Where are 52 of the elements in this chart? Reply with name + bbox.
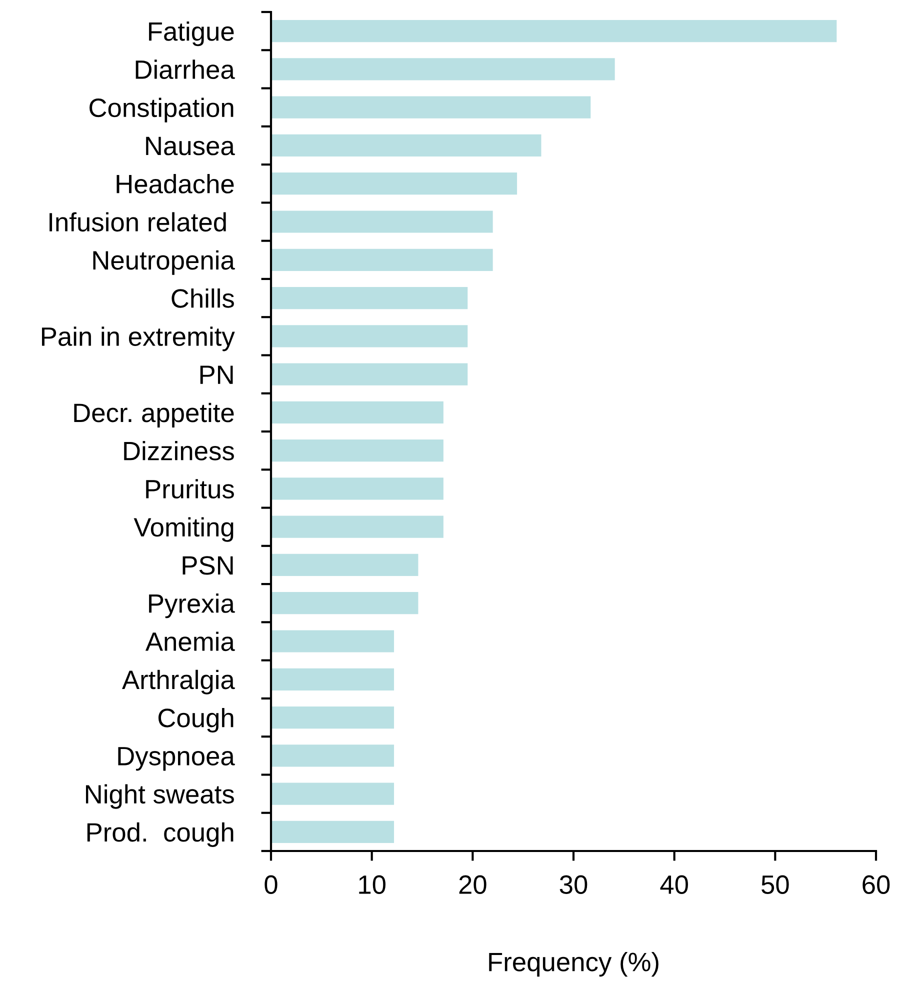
bar — [271, 286, 468, 310]
bar — [271, 706, 394, 729]
y-tick-label: PN — [200, 366, 233, 384]
bar — [271, 401, 444, 424]
bar — [271, 782, 394, 805]
y-tick-label: Pruritus — [146, 479, 234, 499]
y-tick-label: Dizziness — [124, 441, 234, 460]
y-tick-label: Fatigue — [149, 22, 234, 46]
x-tick-label: 10 — [359, 875, 386, 894]
bar — [271, 363, 468, 386]
x-axis-title: Frequency (%) — [489, 952, 658, 977]
bar — [271, 668, 394, 690]
bar — [271, 172, 518, 195]
bar — [271, 744, 394, 767]
bar — [271, 554, 418, 576]
bar — [271, 630, 394, 652]
bar — [271, 210, 493, 233]
y-tick-label: Infusion related — [50, 212, 226, 232]
x-tick-label: 50 — [762, 875, 789, 894]
y-tick-label: Anemia — [145, 632, 235, 652]
bar — [271, 440, 444, 462]
bar — [271, 248, 493, 271]
y-tick-label: Decr. appetite — [74, 402, 234, 428]
x-tick-label: 0 — [264, 875, 278, 894]
y-tick-label: Prod. cough — [87, 822, 234, 847]
x-tick-label: 60 — [862, 875, 890, 894]
y-tick-label: PSN — [182, 556, 233, 575]
y-tick-label: Pain in extremity — [42, 326, 235, 352]
bar — [271, 58, 615, 80]
y-tick-label: Neutropenia — [93, 250, 235, 275]
bar — [271, 592, 418, 614]
bar — [271, 820, 394, 843]
y-tick-label: Dyspnoea — [118, 747, 235, 771]
bar — [271, 20, 837, 42]
y-tick-label: Vomiting — [134, 517, 234, 542]
bar — [271, 478, 444, 500]
y-tick-label: Night sweats — [86, 784, 234, 809]
x-tick-label: 30 — [560, 875, 588, 894]
x-tick-label: 40 — [660, 875, 688, 894]
bar — [271, 96, 591, 118]
y-tick-label: Chills — [172, 288, 234, 308]
y-tick-label: Constipation — [90, 98, 234, 122]
bar — [271, 325, 468, 348]
y-tick-label: Arthralgia — [122, 670, 235, 694]
y-tick-label: Pyrexia — [149, 594, 235, 618]
bar — [271, 516, 444, 538]
bar — [271, 134, 542, 157]
x-tick-label: 20 — [459, 875, 486, 894]
y-tick-label: Cough — [158, 708, 234, 733]
y-tick-label: Nausea — [146, 136, 235, 156]
y-tick-label: Diarrhea — [136, 60, 235, 80]
y-tick-label: Headache — [116, 174, 234, 194]
